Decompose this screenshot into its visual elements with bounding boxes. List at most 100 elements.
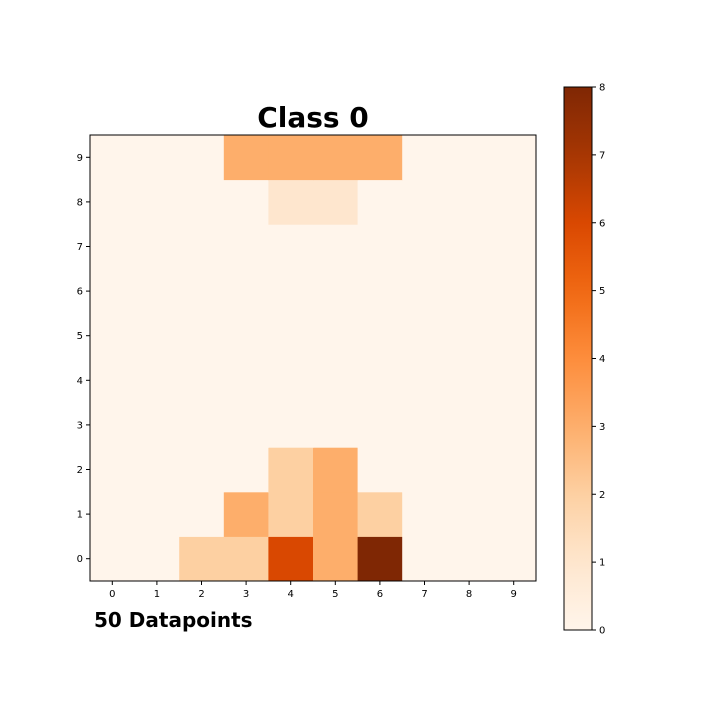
x-tick-label: 3 [243, 589, 249, 600]
x-tick-label: 4 [288, 589, 294, 600]
heatmap-cell [90, 224, 136, 270]
heatmap-cell [357, 268, 403, 314]
y-tick-label: 4 [77, 376, 83, 387]
heatmap-cell [313, 447, 359, 493]
heatmap-cell [313, 224, 359, 270]
heatmap-cell [491, 402, 537, 448]
heatmap-cell [357, 135, 403, 181]
heatmap-cell [223, 491, 269, 537]
heatmap-cell [223, 179, 269, 225]
heatmap-cell [491, 135, 537, 181]
heatmap-cell [446, 491, 492, 537]
heatmap-cell [90, 447, 136, 493]
heatmap-cell [357, 224, 403, 270]
heatmap-cell [446, 224, 492, 270]
x-axis: 0 1 2 3 4 5 6 7 8 9 [109, 581, 517, 600]
heatmap-cell [446, 179, 492, 225]
chart-title: Class 0 [257, 101, 369, 134]
plot-frame [89, 134, 537, 582]
heatmap-cell [179, 313, 225, 359]
heatmap-cell [446, 313, 492, 359]
heatmap-cell [179, 268, 225, 314]
heatmap-cell [402, 268, 448, 314]
heatmap-cell [90, 358, 136, 404]
heatmap-cell [223, 135, 269, 181]
heatmap-cell [134, 491, 180, 537]
heatmap-cell [491, 358, 537, 404]
heatmap-cell [223, 313, 269, 359]
heatmap-cell [134, 268, 180, 314]
heatmap-cell [90, 268, 136, 314]
y-tick-label: 8 [77, 197, 83, 208]
heatmap-cell [402, 358, 448, 404]
colorbar-tick-label: 1 [599, 558, 605, 569]
heatmap-cell [402, 536, 448, 582]
x-tick-label: 8 [466, 589, 472, 600]
heatmap-cell [446, 447, 492, 493]
x-tick-label: 9 [511, 589, 517, 600]
heatmap-cell [90, 402, 136, 448]
x-tick-label: 2 [198, 589, 204, 600]
heatmap-cell [134, 402, 180, 448]
heatmap-cell [134, 313, 180, 359]
colorbar-tick-label: 2 [599, 490, 605, 501]
heatmap-cell [446, 135, 492, 181]
heatmap-cell [491, 536, 537, 582]
heatmap-cell [491, 313, 537, 359]
heatmap-cell [402, 135, 448, 181]
heatmap-cell [179, 135, 225, 181]
y-tick-label: 6 [77, 287, 83, 298]
y-tick-label: 7 [77, 242, 83, 253]
x-tick-label: 1 [154, 589, 160, 600]
heatmap-cell [179, 402, 225, 448]
heatmap-cell [313, 135, 359, 181]
colorbar [563, 86, 593, 631]
heatmap-cell [268, 447, 314, 493]
heatmap-cell [268, 402, 314, 448]
heatmap-cell [357, 491, 403, 537]
y-tick-label: 3 [77, 420, 83, 431]
heatmap-cell [402, 313, 448, 359]
colorbar-tick-label: 4 [599, 354, 605, 365]
heatmap-cell [313, 491, 359, 537]
heatmap-cell [179, 224, 225, 270]
y-tick-label: 5 [77, 331, 83, 342]
heatmap-cell [179, 179, 225, 225]
heatmap-cell [357, 179, 403, 225]
heatmap-cell [313, 179, 359, 225]
heatmap-cell [402, 224, 448, 270]
heatmap-cell [268, 536, 314, 582]
heatmap-cell [357, 358, 403, 404]
heatmap-cell [223, 358, 269, 404]
heatmap-cells [90, 135, 537, 582]
x-tick-label: 6 [377, 589, 383, 600]
heatmap-cell [357, 313, 403, 359]
heatmap-cell [90, 313, 136, 359]
heatmap-cell [491, 179, 537, 225]
heatmap-cell [268, 313, 314, 359]
heatmap-cell [179, 536, 225, 582]
heatmap-cell [446, 358, 492, 404]
heatmap-cell [491, 491, 537, 537]
heatmap-cell [268, 224, 314, 270]
heatmap-cell [491, 268, 537, 314]
heatmap-cell [223, 536, 269, 582]
y-tick-label: 0 [77, 554, 83, 565]
heatmap-cell [134, 135, 180, 181]
heatmap-cell [90, 179, 136, 225]
heatmap-cell [90, 536, 136, 582]
datapoints-annotation: 50 Datapoints [94, 608, 253, 632]
heatmap-cell [313, 358, 359, 404]
heatmap-cell [268, 179, 314, 225]
y-tick-label: 9 [77, 153, 83, 164]
heatmap-cell [223, 224, 269, 270]
heatmap-cell [446, 536, 492, 582]
heatmap-cell [402, 179, 448, 225]
heatmap-cell [402, 447, 448, 493]
heatmap-cell [223, 402, 269, 448]
heatmap-cell [313, 313, 359, 359]
heatmap-cell [134, 358, 180, 404]
heatmap-cell [446, 268, 492, 314]
heatmap-cell [402, 491, 448, 537]
x-tick-label: 5 [332, 589, 338, 600]
